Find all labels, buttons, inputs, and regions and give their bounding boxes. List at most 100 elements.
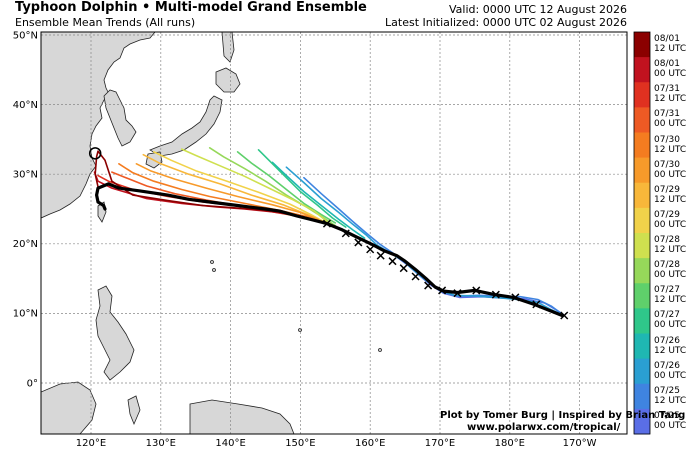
colorbar-label-time: 00 UTC bbox=[654, 320, 687, 331]
colorbar-segment bbox=[634, 283, 650, 309]
colorbar-label-date: 07/30 bbox=[654, 134, 680, 145]
colorbar-frame bbox=[633, 31, 651, 435]
colorbar-label-time: 00 UTC bbox=[654, 69, 687, 80]
ensemble-track-11 bbox=[236, 151, 337, 224]
colorbar-segment bbox=[634, 408, 650, 435]
track-position-marker bbox=[424, 281, 433, 290]
colorbar-label: 08/01 12 UTC bbox=[654, 34, 698, 54]
ensemble-track-8 bbox=[153, 151, 326, 223]
colorbar-label: 07/30 00 UTC bbox=[654, 160, 698, 180]
colorbar-label: 07/26 00 UTC bbox=[654, 361, 698, 381]
new-guinea bbox=[189, 399, 295, 434]
lon-label-130e: 130°E bbox=[146, 438, 176, 449]
sakhalin bbox=[221, 32, 235, 63]
ensemble-track-12 bbox=[257, 149, 347, 228]
lat-label-40n: 40°N bbox=[13, 100, 38, 111]
japan-hokkaido bbox=[215, 67, 241, 93]
ocean-background bbox=[41, 32, 627, 434]
ensemble-tracks bbox=[88, 147, 569, 320]
colorbar-label-time: 12 UTC bbox=[654, 194, 687, 205]
island-marianas-2 bbox=[212, 268, 216, 272]
colorbar-segment bbox=[634, 258, 650, 284]
colorbar-label-time: 12 UTC bbox=[654, 245, 687, 255]
track-position-marker bbox=[354, 238, 363, 247]
colorbar-label-time: 12 UTC bbox=[654, 94, 687, 105]
colorbar-label-date: 07/26 bbox=[654, 335, 680, 346]
lon-label-120e: 120°E bbox=[76, 438, 106, 449]
colorbar-label-date: 08/01 bbox=[654, 59, 680, 70]
track-position-marker bbox=[376, 251, 385, 260]
map-subtitle: Ensemble Mean Trends (All runs) bbox=[15, 16, 196, 29]
colorbar-label-time: 00 UTC bbox=[654, 219, 687, 230]
colorbar-label: 07/26 12 UTC bbox=[654, 336, 698, 356]
colorbar-label-time: 00 UTC bbox=[654, 270, 687, 281]
colorbar-segment bbox=[634, 207, 650, 234]
current-position-circle bbox=[88, 147, 102, 160]
colorbar-segment bbox=[634, 32, 650, 58]
track-position-marker bbox=[388, 257, 397, 266]
colorbar-label-date: 07/25 bbox=[654, 410, 680, 421]
colorbar-label-date: 07/27 bbox=[654, 285, 680, 296]
colorbar-label: 07/27 12 UTC bbox=[654, 285, 698, 305]
lon-label-150e: 150°E bbox=[285, 438, 315, 449]
track-position-marker bbox=[472, 286, 481, 295]
colorbar-segment bbox=[634, 157, 650, 184]
colorbar-label-time: 00 UTC bbox=[654, 169, 687, 180]
gridlines bbox=[41, 32, 627, 434]
colorbar-label: 08/01 00 UTC bbox=[654, 59, 698, 79]
ensemble-track-9 bbox=[180, 148, 330, 224]
colorbar-label-date: 07/29 bbox=[654, 209, 680, 220]
colorbar-segment bbox=[634, 333, 650, 360]
colorbar-label: 07/29 00 UTC bbox=[654, 210, 698, 230]
lat-axis-labels: 50°N 40°N 30°N 20°N 10°N 0° bbox=[13, 31, 38, 390]
island-marshall bbox=[378, 348, 382, 352]
philippines bbox=[95, 285, 135, 381]
track-position-marker bbox=[366, 245, 375, 254]
colorbar-label-time: 00 UTC bbox=[654, 420, 687, 431]
colorbar-label: 07/31 00 UTC bbox=[654, 109, 698, 129]
lon-label-170w: 170°W bbox=[563, 438, 597, 449]
lat-label-10n: 10°N bbox=[13, 309, 38, 320]
colorbar-label-time: 12 UTC bbox=[654, 144, 687, 155]
colorbar-label-date: 07/26 bbox=[654, 360, 680, 371]
map-title: Typhoon Dolphin • Multi-model Grand Ense… bbox=[15, 0, 367, 15]
japan-honshu bbox=[149, 95, 223, 157]
colorbar-label-time: 12 UTC bbox=[654, 44, 687, 54]
colorbar-label-date: 07/29 bbox=[654, 184, 680, 195]
colorbar bbox=[633, 31, 651, 435]
colorbar-label-date: 07/25 bbox=[654, 385, 680, 396]
credit-author: Plot by Tomer Burg | Inspired by Brian T… bbox=[440, 410, 686, 421]
valid-time: Valid: 0000 UTC 12 August 2026 bbox=[449, 3, 627, 16]
ensemble-track-13 bbox=[271, 161, 366, 239]
track-position-marker bbox=[438, 286, 447, 295]
latest-initialized: Latest Initialized: 0000 UTC 02 August 2… bbox=[385, 16, 627, 29]
colorbar-label: 07/30 12 UTC bbox=[654, 135, 698, 155]
credit-website: www.polarwx.com/tropical/ bbox=[467, 422, 621, 433]
colorbar-label-date: 07/31 bbox=[654, 84, 680, 95]
colorbar-label: 07/28 00 UTC bbox=[654, 260, 698, 280]
colorbar-label: 07/25 12 UTC bbox=[654, 386, 698, 406]
colorbar-segment bbox=[634, 383, 650, 410]
lat-label-30n: 30°N bbox=[13, 170, 38, 181]
colorbar-label-date: 07/27 bbox=[654, 310, 680, 321]
lon-label-140e: 140°E bbox=[215, 438, 245, 449]
colorbar-segment bbox=[634, 233, 650, 259]
lon-label-180e: 180°E bbox=[495, 438, 525, 449]
lon-label-170e: 170°E bbox=[425, 438, 455, 449]
lat-label-0: 0° bbox=[27, 379, 38, 390]
colorbar-segment bbox=[634, 82, 650, 108]
track-position-marker bbox=[453, 289, 462, 298]
track-position-marker bbox=[560, 311, 569, 320]
colorbar-segment bbox=[634, 182, 650, 209]
lat-label-50n: 50°N bbox=[13, 31, 38, 42]
colorbar-label-time: 12 UTC bbox=[654, 345, 687, 356]
land-masses bbox=[41, 32, 382, 434]
colorbar-label-date: 07/31 bbox=[654, 109, 680, 120]
colorbar-label-date: 07/30 bbox=[654, 159, 680, 170]
track-position-marker bbox=[491, 290, 500, 299]
colorbar-segment bbox=[634, 132, 650, 159]
colorbar-segment bbox=[634, 308, 650, 334]
track-position-marker bbox=[511, 293, 520, 302]
colorbar-label-date: 07/28 bbox=[654, 260, 680, 271]
track-position-marker bbox=[532, 300, 541, 309]
